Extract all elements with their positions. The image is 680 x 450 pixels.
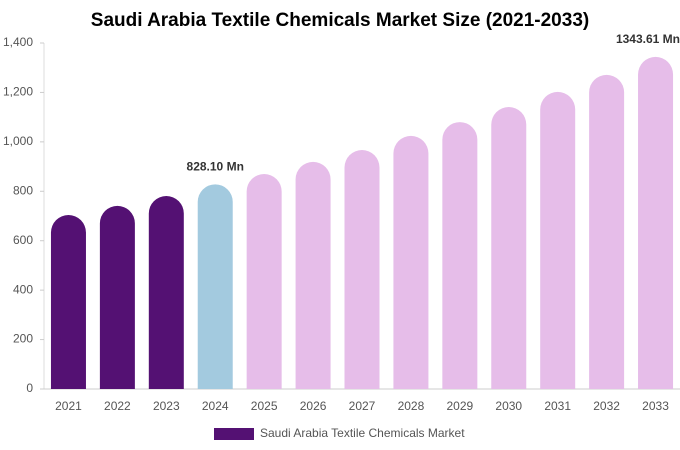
y-tick-label: 0 <box>26 381 33 395</box>
y-tick-label: 800 <box>13 183 33 197</box>
x-tick-label: 2033 <box>642 399 669 413</box>
bar <box>442 122 478 389</box>
x-tick-label: 2023 <box>153 399 180 413</box>
x-tick-label: 2027 <box>349 399 376 413</box>
x-tick-label: 2021 <box>55 399 82 413</box>
bar <box>589 74 625 389</box>
bar <box>246 173 282 389</box>
x-tick-label: 2022 <box>104 399 131 413</box>
bar <box>197 184 233 389</box>
y-tick-label: 1,000 <box>3 134 33 148</box>
y-tick-label: 1,400 <box>3 35 33 49</box>
y-tick-label: 400 <box>13 282 33 296</box>
x-tick-label: 2029 <box>446 399 473 413</box>
x-tick-label: 2031 <box>544 399 571 413</box>
legend-swatch <box>214 428 254 440</box>
x-tick-label: 2030 <box>495 399 522 413</box>
chart-title: Saudi Arabia Textile Chemicals Market Si… <box>91 10 589 31</box>
bar <box>148 195 184 389</box>
y-tick-label: 600 <box>13 233 33 247</box>
x-tick-label: 2026 <box>300 399 327 413</box>
bar <box>50 215 86 389</box>
x-tick-label: 2024 <box>202 399 229 413</box>
bar <box>540 91 576 389</box>
bar <box>295 161 331 389</box>
y-tick-label: 1,200 <box>3 85 33 99</box>
value-label: 1343.61 Mn <box>616 32 680 46</box>
bar <box>393 135 429 389</box>
bar <box>491 107 527 389</box>
y-tick-label: 200 <box>13 332 33 346</box>
x-tick-label: 2032 <box>593 399 620 413</box>
value-label: 828.10 Mn <box>187 160 244 174</box>
bar <box>638 56 674 390</box>
bar <box>99 205 135 389</box>
legend-label: Saudi Arabia Textile Chemicals Market <box>260 426 465 440</box>
bar <box>344 150 380 389</box>
x-tick-label: 2028 <box>398 399 425 413</box>
x-tick-label: 2025 <box>251 399 278 413</box>
